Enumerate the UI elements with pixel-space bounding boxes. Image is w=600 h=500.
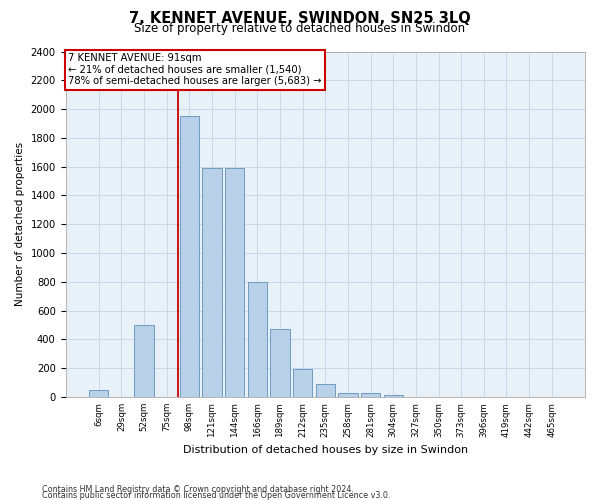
Bar: [361, 394, 380, 397]
Bar: [89, 390, 109, 397]
Bar: [316, 384, 335, 397]
Bar: [180, 116, 199, 397]
X-axis label: Distribution of detached houses by size in Swindon: Distribution of detached houses by size …: [183, 445, 468, 455]
Text: Size of property relative to detached houses in Swindon: Size of property relative to detached ho…: [134, 22, 466, 35]
Text: 7 KENNET AVENUE: 91sqm
← 21% of detached houses are smaller (1,540)
78% of semi-: 7 KENNET AVENUE: 91sqm ← 21% of detached…: [68, 53, 322, 86]
Y-axis label: Number of detached properties: Number of detached properties: [15, 142, 25, 306]
Bar: [271, 330, 290, 397]
Bar: [202, 168, 221, 397]
Bar: [248, 282, 267, 397]
Text: Contains public sector information licensed under the Open Government Licence v3: Contains public sector information licen…: [42, 490, 391, 500]
Bar: [225, 168, 244, 397]
Bar: [383, 396, 403, 397]
Text: 7, KENNET AVENUE, SWINDON, SN25 3LQ: 7, KENNET AVENUE, SWINDON, SN25 3LQ: [129, 11, 471, 26]
Bar: [134, 325, 154, 397]
Bar: [293, 369, 312, 397]
Bar: [338, 394, 358, 397]
Text: Contains HM Land Registry data © Crown copyright and database right 2024.: Contains HM Land Registry data © Crown c…: [42, 484, 354, 494]
